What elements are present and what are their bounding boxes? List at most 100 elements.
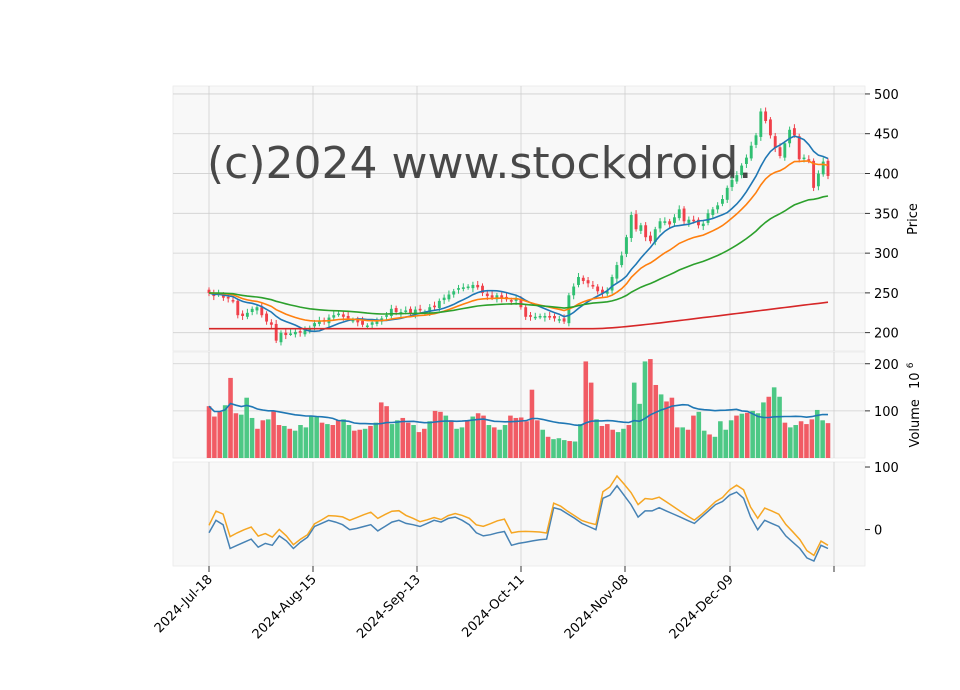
volume-bar-up: [346, 425, 352, 458]
volume-bar-down: [529, 389, 535, 458]
candle-up: [701, 223, 705, 227]
candle-down: [792, 128, 796, 136]
volume-bar-up: [788, 427, 793, 458]
candle-up: [557, 319, 561, 321]
candle-up: [293, 331, 297, 335]
candle-up: [711, 209, 715, 215]
volume-bar-up: [540, 429, 546, 458]
candle-up: [629, 214, 633, 238]
candle-down: [346, 315, 350, 319]
volume-bar-down: [626, 425, 632, 458]
volume-bar-down: [766, 396, 772, 458]
candle-down: [581, 277, 585, 281]
volume-bar-up: [572, 441, 578, 458]
volume-bar-up: [443, 415, 449, 458]
oscillator-y-tick-label: 0: [874, 524, 882, 539]
oscillator-line-1: [208, 484, 829, 562]
candle-up: [783, 143, 787, 158]
candle-up: [754, 135, 758, 145]
x-tick-label: 2024-Oct-11: [459, 572, 527, 640]
volume-bar-down: [535, 420, 540, 458]
volume-bar-up: [750, 410, 755, 458]
volume-bar-up: [755, 413, 761, 458]
x-tick-label: 2024-Nov-08: [562, 572, 632, 642]
candle-up: [289, 333, 293, 335]
volume-bar-down: [206, 406, 212, 458]
volume-axis-label: Volume 10 6: [906, 362, 923, 447]
volume-bar-down: [685, 429, 691, 458]
candle-down: [284, 332, 288, 336]
volume-bar-down: [804, 424, 809, 458]
candle-up: [749, 145, 753, 159]
candle-up: [533, 316, 537, 319]
x-tick-label: 2024-Aug-15: [250, 572, 320, 642]
candle-up: [428, 307, 432, 313]
volume-bar-up: [411, 425, 416, 458]
volume-bar-down: [432, 410, 438, 458]
volume-bar-down: [475, 413, 481, 458]
volume-bar-down: [809, 419, 815, 458]
volume-bar-down: [378, 402, 384, 458]
volume-bar-down: [368, 425, 373, 458]
price-y-tick-label: 250: [874, 287, 899, 302]
volume-bar-up: [427, 421, 432, 458]
volume-bar-up: [551, 439, 556, 458]
candle-up: [313, 323, 317, 327]
volume-bar-down: [707, 434, 712, 458]
candle-up: [625, 237, 628, 254]
volume-bar-up: [459, 427, 465, 458]
volume-bar-up: [303, 427, 309, 458]
volume-panel: 100 200 Volume 10 6: [172, 351, 923, 459]
candle-down: [773, 136, 777, 149]
volume-bar-up: [642, 361, 648, 458]
price-y-tick-label: 300: [874, 247, 899, 262]
candle-down: [274, 323, 278, 341]
volume-bar-up: [308, 415, 314, 458]
volume-bar-down: [825, 423, 831, 458]
volume-bar-down: [217, 411, 223, 458]
candle-up: [413, 309, 417, 315]
candle-up: [677, 209, 681, 219]
volume-bar-up: [712, 436, 718, 458]
moving-average-lines: [208, 135, 829, 333]
candle-up: [605, 291, 609, 294]
candle-up: [716, 205, 720, 210]
candle-down: [226, 296, 230, 299]
volume-bar-up: [395, 420, 400, 458]
volume-bar-up: [739, 413, 745, 458]
volume-bar-down: [669, 397, 675, 458]
oscillator-y-axis: 0 100: [865, 461, 899, 539]
candle-down: [764, 111, 768, 122]
candle-up: [687, 219, 691, 223]
volume-bar-down: [422, 428, 427, 458]
volume-bar-up: [771, 387, 777, 458]
candle-down: [601, 289, 604, 293]
volume-axis-label-sup: 6: [906, 362, 916, 368]
candle-down: [500, 295, 504, 299]
candle-down: [797, 136, 801, 160]
candle-up: [370, 322, 374, 325]
candle-down: [356, 319, 360, 323]
candle-down: [548, 315, 552, 318]
x-tick-label: 2024-Jul-18: [152, 572, 216, 636]
candle-up: [452, 291, 456, 295]
price-y-tick-label: 350: [874, 207, 899, 222]
ma-medium-line: [208, 160, 829, 322]
candle-up: [303, 330, 307, 335]
candle-down: [524, 307, 528, 317]
volume-bar-up: [761, 402, 766, 458]
candle-down: [418, 308, 422, 311]
candle-up: [730, 179, 734, 188]
ma-long-line: [208, 195, 829, 315]
volume-bar-up: [696, 411, 702, 458]
candle-down: [682, 208, 686, 222]
volume-bar-up: [244, 397, 249, 458]
volume-bars: [206, 359, 831, 458]
candle-up: [461, 287, 465, 289]
candle-up: [802, 157, 806, 160]
candle-down: [812, 160, 816, 188]
volume-bar-down: [782, 422, 788, 458]
volume-bar-down: [255, 428, 260, 458]
volume-bar-down: [465, 420, 470, 458]
oscillator-panel: 0 100: [172, 461, 899, 567]
